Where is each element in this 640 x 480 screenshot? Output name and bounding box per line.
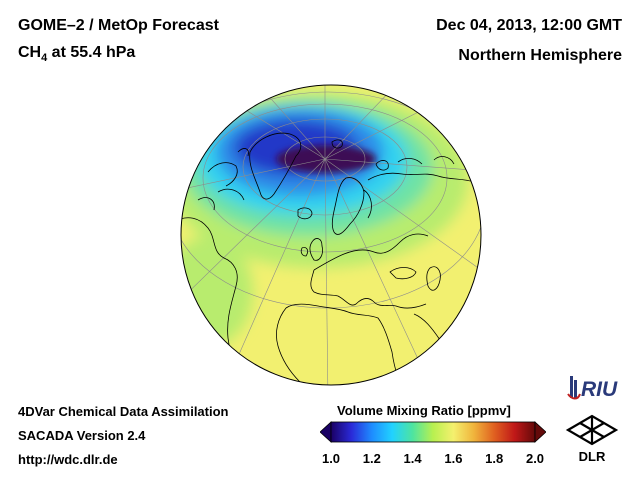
colorbar-tick-label: 1.8 — [485, 451, 504, 466]
dlr-logo-text: DLR — [579, 449, 606, 464]
coast-europe — [310, 233, 429, 309]
region-label: Northern Hemisphere — [458, 47, 622, 64]
coast-greenland — [249, 132, 302, 200]
colorbar-tick-label: 2.0 — [525, 451, 545, 466]
coast-svalbard — [331, 139, 343, 149]
coast-siberia — [367, 156, 475, 183]
footer-url[interactable]: http://wdc.dlr.de — [18, 452, 118, 467]
forecast-date: Dec 04, 2013, 12:00 GMT — [436, 17, 622, 34]
coast-black-sea — [389, 267, 417, 280]
product-title: GOME–2 / MetOp Forecast — [18, 17, 219, 34]
coast-arctic-canada — [197, 148, 249, 211]
coast-british-isles — [300, 238, 323, 261]
species-name: CH — [18, 44, 42, 61]
species-level-label: CH4 at 55.4 hPa — [18, 44, 135, 64]
colorbar-low-arrow — [320, 421, 332, 443]
riu-emblem — [567, 376, 581, 400]
concentration-field — [181, 85, 481, 385]
dlr-emblem — [565, 414, 619, 446]
coast-north-america — [181, 217, 241, 385]
colorbar-tick-label: 1.4 — [403, 451, 422, 466]
colorbar-high-arrow — [534, 421, 546, 443]
dlr-logo: DLR — [565, 414, 619, 464]
colorbar-gradient — [330, 421, 536, 443]
footer-method: 4DVar Chemical Data Assimilation — [18, 404, 229, 419]
coastlines — [181, 132, 475, 385]
riu-logo: RIU — [567, 376, 618, 401]
globe-map — [180, 84, 482, 386]
colorbar-tick-label: 1.0 — [321, 451, 341, 466]
coast-africa — [276, 303, 405, 385]
species-subscript: 4 — [41, 52, 48, 65]
colorbar-tick-label: 1.6 — [444, 451, 463, 466]
pressure-level: at 55.4 hPa — [47, 44, 136, 61]
coast-iceland — [297, 207, 313, 220]
colorbar-title: Volume Mixing Ratio [ppmv] — [337, 403, 511, 418]
footer-version: SACADA Version 2.4 — [18, 428, 146, 443]
riu-logo-text: RIU — [581, 378, 618, 401]
coast-scandinavia — [331, 177, 372, 235]
coast-novaya-zemlya — [375, 160, 389, 171]
colorbar — [320, 421, 546, 443]
coast-caspian — [426, 266, 441, 291]
globe-outline — [180, 84, 482, 386]
colorbar-tick-label: 1.2 — [362, 451, 381, 466]
